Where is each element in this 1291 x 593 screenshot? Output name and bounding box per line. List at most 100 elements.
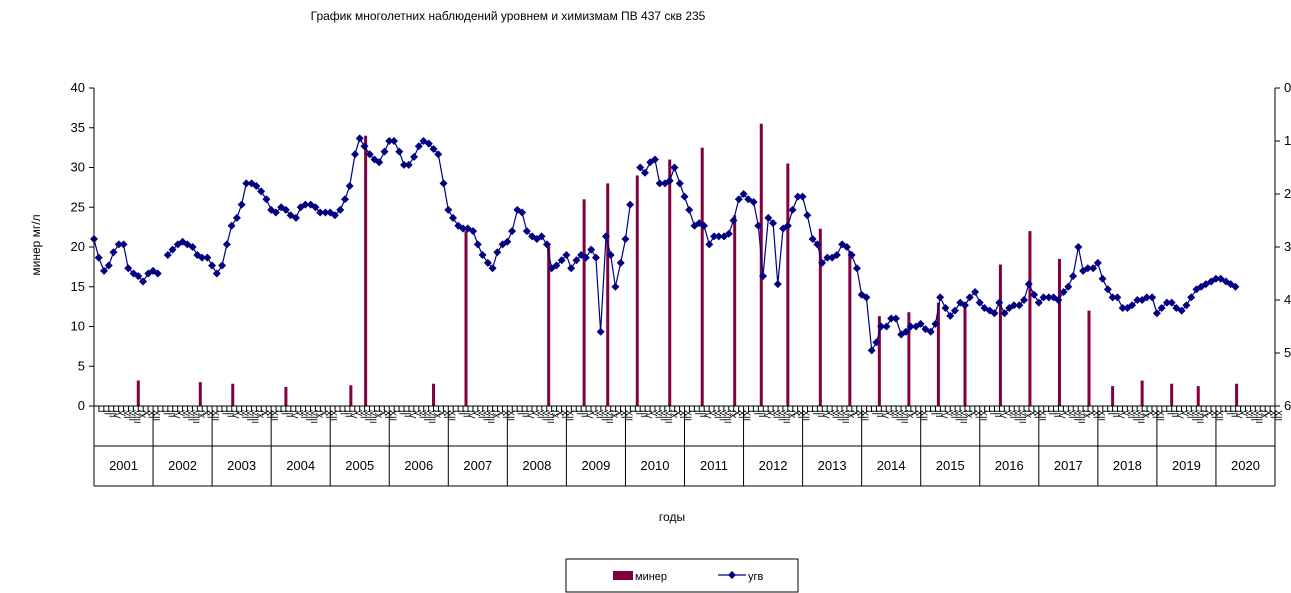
month-label: IV	[880, 410, 890, 419]
data-point	[311, 203, 320, 212]
month-label: I	[865, 410, 875, 413]
month-label: IV	[939, 410, 949, 419]
month-label: XI	[206, 410, 216, 419]
month-label: III	[225, 410, 235, 418]
data-point	[862, 293, 871, 302]
month-label: II	[811, 410, 821, 415]
month-label: XII	[211, 410, 221, 421]
data-point	[360, 142, 369, 151]
month-label: VII	[1131, 410, 1141, 421]
month-label: XII	[742, 410, 752, 421]
data-point	[222, 240, 231, 249]
year-label: 2013	[818, 458, 847, 473]
data-point	[601, 232, 610, 241]
month-label: III	[757, 410, 767, 418]
month-label: IV	[112, 410, 122, 419]
bar	[733, 215, 737, 406]
data-point	[891, 314, 900, 323]
month-label: X	[260, 410, 270, 416]
data-point	[478, 250, 487, 259]
data-point	[1142, 293, 1151, 302]
data-point	[734, 195, 743, 204]
data-point	[916, 319, 925, 328]
data-point	[699, 221, 708, 230]
month-label: IV	[762, 410, 772, 419]
data-point	[271, 208, 280, 217]
month-label: VII	[954, 410, 964, 421]
month-label: V	[1121, 410, 1131, 416]
month-label: III	[580, 410, 590, 418]
month-label: XI	[442, 410, 452, 419]
data-point	[1103, 285, 1112, 294]
data-point	[124, 264, 133, 273]
data-point	[365, 150, 374, 159]
year-label: 2020	[1231, 458, 1260, 473]
data-point	[212, 269, 221, 278]
y-left-tick-label: 35	[71, 120, 85, 135]
data-point	[1064, 282, 1073, 291]
month-label: X	[614, 410, 624, 416]
year-label: 2016	[995, 458, 1024, 473]
month-label: XI	[914, 410, 924, 419]
month-label: XI	[619, 410, 629, 419]
month-label: I	[570, 410, 580, 413]
month-label: VII	[658, 410, 668, 421]
month-label: VIII	[900, 410, 910, 424]
y-left-tick-label: 25	[71, 199, 85, 214]
data-point	[596, 327, 605, 336]
month-label: VIII	[781, 410, 791, 424]
month-label: V	[471, 410, 481, 416]
month-label: XI	[796, 410, 806, 419]
month-label: IX	[432, 410, 442, 419]
bar	[349, 385, 353, 406]
year-label: 2008	[522, 458, 551, 473]
axes-layer: 0 5 10 15 20 25 30 35 40 0 1 2 3 4 5 6	[71, 80, 1291, 413]
month-label: IX	[1200, 410, 1210, 419]
month-label: V	[1180, 410, 1190, 416]
data-point	[119, 240, 128, 249]
month-label: V	[117, 410, 127, 416]
month-label: VI	[594, 410, 604, 419]
month-label: VI	[358, 410, 368, 419]
data-point	[193, 250, 202, 259]
month-label: III	[166, 410, 176, 418]
month-label: XI	[737, 410, 747, 419]
bar	[547, 243, 551, 406]
data-point	[168, 245, 177, 254]
month-label: IV	[467, 410, 477, 419]
month-label: VI	[1067, 410, 1077, 419]
month-label: I	[747, 410, 757, 413]
month-label: VI	[535, 410, 545, 419]
data-point	[1034, 298, 1043, 307]
y-left-tick-label: 40	[71, 80, 85, 95]
month-label: X	[850, 410, 860, 416]
month-label: I	[393, 410, 403, 413]
month-label: VIII	[604, 410, 614, 424]
month-label: VI	[240, 410, 250, 419]
data-point	[389, 137, 398, 145]
data-point	[640, 168, 649, 177]
month-label: XI	[265, 410, 275, 419]
bar	[364, 135, 368, 406]
data-point	[626, 200, 635, 209]
month-label: V	[1003, 410, 1013, 416]
year-label: 2009	[581, 458, 610, 473]
month-label: VIII	[545, 410, 555, 424]
y-left-tick-label: 5	[78, 358, 85, 373]
data-point	[100, 266, 109, 275]
month-label: III	[1170, 410, 1180, 418]
data-point	[208, 261, 217, 270]
month-label: X	[555, 410, 565, 416]
month-label: I	[629, 410, 639, 413]
bar	[606, 183, 610, 406]
data-point	[621, 235, 630, 244]
data-point	[1009, 301, 1018, 310]
month-label: XII	[270, 410, 280, 421]
data-point	[877, 322, 886, 331]
month-label: VI	[1126, 410, 1136, 419]
data-point	[587, 245, 596, 254]
data-point	[1069, 272, 1078, 281]
data-point	[340, 195, 349, 204]
data-point	[301, 200, 310, 209]
month-label: VI	[831, 410, 841, 419]
